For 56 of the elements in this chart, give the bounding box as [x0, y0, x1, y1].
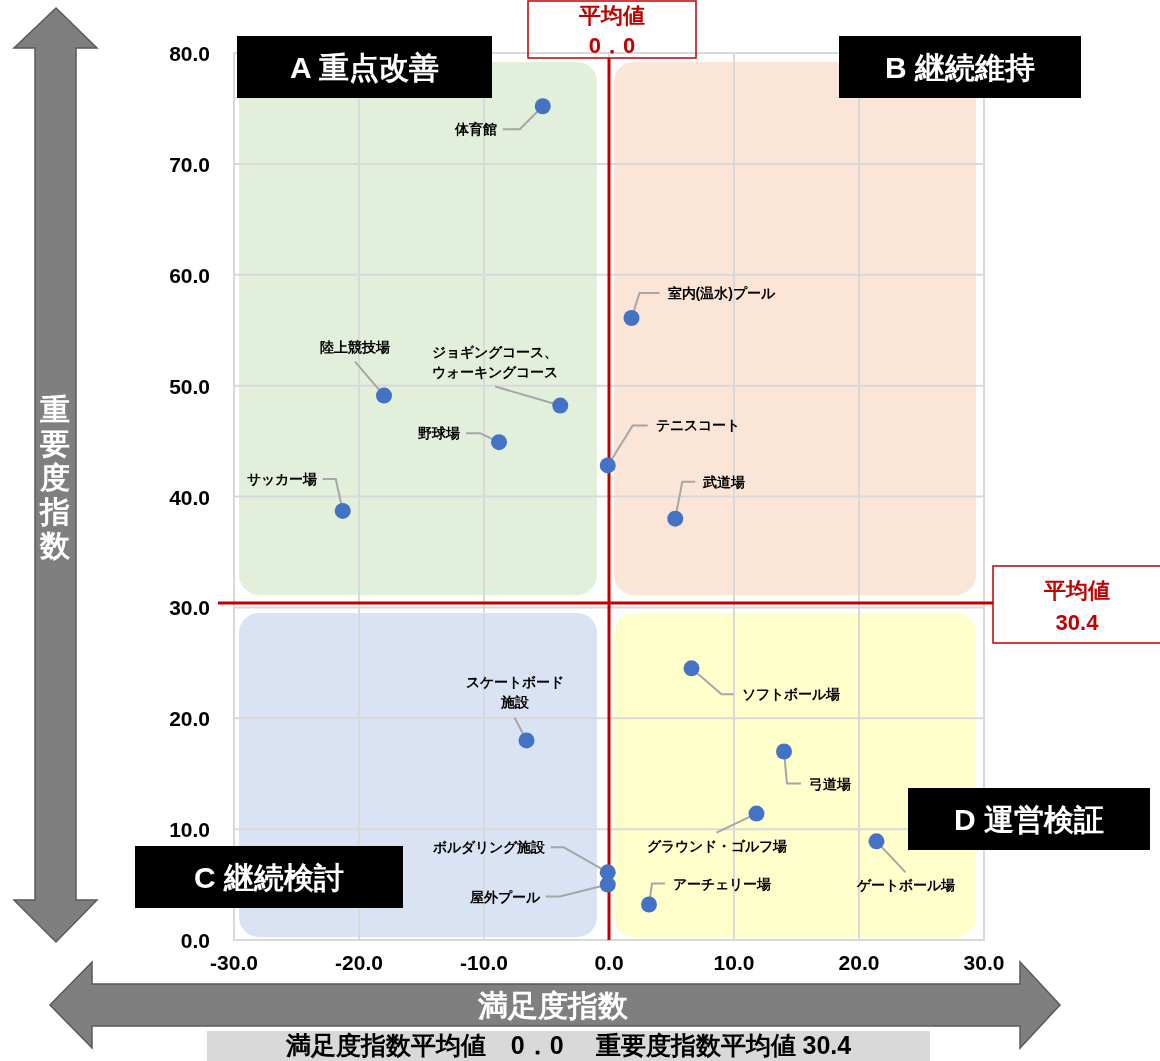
text: 屋外プール — [469, 888, 540, 905]
annotation: C 継続検討 — [194, 861, 344, 894]
y-tick-label: 80.0 — [169, 42, 210, 65]
annotation: B 継続維持 — [885, 51, 1035, 84]
text: 室内(温水)プール — [667, 284, 775, 301]
text: 武道場 — [703, 473, 746, 490]
text: ゲートボール場 — [856, 877, 955, 894]
text: テニスコート — [655, 417, 740, 434]
y-tick-label: 70.0 — [169, 152, 210, 176]
y-tick-label: 50.0 — [169, 374, 210, 398]
point — [334, 502, 351, 519]
text: ボルダリング施設 — [432, 839, 545, 856]
y-tick-label: 60.0 — [169, 263, 210, 287]
point — [552, 397, 569, 414]
text: 野球場 — [418, 425, 460, 442]
x-tick-label: 20.0 — [838, 951, 880, 974]
series-label: 弓道場 — [809, 775, 851, 792]
point — [641, 896, 657, 913]
point — [868, 833, 885, 850]
x-tick-label: 30.0 — [963, 951, 1005, 974]
series-label: サッカー場 — [246, 470, 317, 487]
text: 満足度指数平均値 0．0 重要度指数平均値 30.4 — [284, 1031, 852, 1059]
point — [534, 98, 551, 115]
x-tick-label: -10.0 — [460, 951, 508, 974]
y-tick-label: 0.0 — [180, 929, 210, 952]
annotation: A 重点改善 — [290, 51, 439, 84]
ref-line-label: 平均値 30.4 — [1043, 578, 1110, 635]
point — [748, 805, 765, 822]
point — [491, 434, 507, 451]
x-tick-label: 10.0 — [713, 951, 755, 974]
text: グラウンド・ゴルフ場 — [646, 837, 787, 854]
y-tick-label: 10.0 — [169, 818, 210, 842]
ref-line-label: 平均値 0．0 — [578, 3, 645, 58]
y-tick-label: 20.0 — [169, 707, 210, 731]
text: 体育館 — [454, 121, 497, 138]
y-tick-label: 30.0 — [169, 596, 210, 620]
point — [376, 387, 392, 404]
x-tick-label: -20.0 — [335, 951, 383, 974]
point — [599, 876, 616, 893]
point — [518, 732, 535, 749]
annotation: D 運営検証 — [954, 803, 1104, 836]
series-label: ジョギングコース、ウォーキングコース — [432, 343, 559, 380]
point — [623, 309, 640, 326]
x-tick-label: -30.0 — [210, 951, 258, 974]
y-axis-title: 重要度指数 — [39, 393, 71, 562]
text: スケートボード施設 — [465, 674, 564, 711]
point — [683, 660, 700, 677]
text: ソフトボール場 — [741, 686, 840, 703]
point — [599, 457, 616, 474]
x-axis-title: 満足度指数 — [477, 989, 629, 1022]
series-label: アーチェリー場 — [673, 875, 771, 892]
text: 陸上競技場 — [320, 338, 390, 355]
point — [776, 743, 792, 760]
y-tick-label: 40.0 — [169, 485, 210, 509]
x-tick-label: 0.0 — [594, 951, 624, 974]
point — [667, 510, 684, 527]
